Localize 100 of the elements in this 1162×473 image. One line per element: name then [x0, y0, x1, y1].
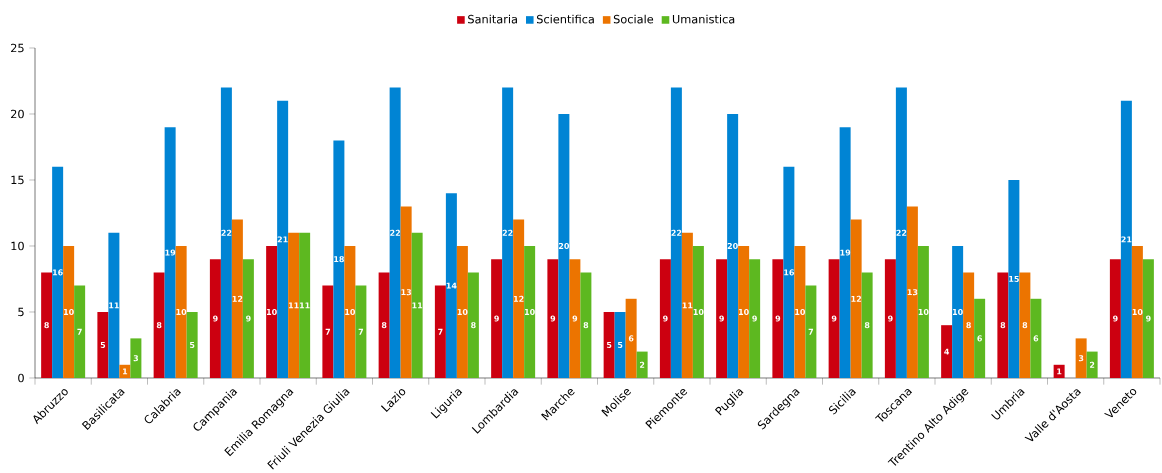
- data-label: 9: [719, 315, 724, 322]
- bar: [1120, 100, 1132, 378]
- data-label: 18: [334, 256, 344, 263]
- bar: [97, 311, 109, 378]
- bar: [1053, 364, 1065, 378]
- data-label: 7: [808, 328, 814, 335]
- bar: [52, 166, 64, 378]
- data-label: 1: [123, 368, 128, 375]
- data-label: 22: [896, 229, 907, 236]
- bar: [130, 338, 142, 378]
- data-label: 8: [471, 322, 476, 329]
- data-label: 2: [1089, 361, 1095, 368]
- data-label: 8: [381, 322, 387, 329]
- bar: [164, 127, 176, 378]
- bar: [400, 206, 412, 378]
- data-label: 9: [550, 315, 556, 322]
- bar: [1075, 338, 1087, 378]
- bar: [772, 259, 784, 378]
- bar: [614, 311, 626, 378]
- bar: [1142, 259, 1154, 378]
- bar: [895, 87, 907, 378]
- bar: [63, 245, 75, 378]
- bar: [974, 298, 986, 378]
- bar: [861, 272, 873, 378]
- bar: [828, 259, 840, 378]
- bar: [378, 272, 390, 378]
- data-label: 7: [358, 328, 364, 335]
- data-label: 10: [952, 308, 963, 315]
- data-label: 6: [628, 335, 634, 342]
- bar: [963, 272, 975, 378]
- data-label: 9: [246, 315, 251, 322]
- bar: [186, 311, 198, 378]
- data-label: 12: [232, 295, 243, 302]
- data-label: 7: [325, 328, 331, 335]
- bar: [805, 285, 817, 378]
- data-label: 13: [907, 289, 918, 296]
- data-label: 10: [1132, 308, 1143, 315]
- bar: [333, 140, 345, 378]
- bar: [850, 219, 862, 378]
- legend-label: Umanistica: [672, 14, 735, 24]
- data-label: 5: [617, 342, 623, 348]
- bar: [513, 219, 525, 378]
- bar: [625, 298, 637, 378]
- bar: [783, 166, 795, 378]
- bar: [681, 232, 693, 378]
- data-label: 10: [63, 308, 74, 315]
- data-label: 9: [1146, 315, 1151, 322]
- bar: [355, 285, 367, 378]
- bar: [727, 113, 739, 378]
- y-tick-label: 20: [11, 109, 24, 119]
- y-tick-label: 15: [11, 175, 24, 185]
- bar: [1086, 351, 1098, 378]
- data-label: 22: [502, 229, 513, 236]
- bar: [917, 245, 929, 378]
- data-label: 8: [1022, 322, 1028, 329]
- bar: [1131, 245, 1143, 378]
- data-label: 10: [693, 308, 704, 315]
- bar: [445, 193, 457, 378]
- y-tick-label: 0: [18, 373, 24, 383]
- bar: [1030, 298, 1042, 378]
- data-label: 10: [457, 308, 468, 315]
- bar: [839, 127, 851, 378]
- y-tick-label: 10: [11, 241, 24, 251]
- bar: [153, 272, 165, 378]
- data-label: 16: [784, 269, 795, 276]
- bar: [524, 245, 536, 378]
- data-label: 10: [795, 308, 806, 315]
- data-label: 10: [345, 308, 356, 315]
- bar: [670, 87, 682, 378]
- data-label: 12: [513, 295, 524, 302]
- bar: [749, 259, 761, 378]
- bar: [547, 259, 559, 378]
- bar: [997, 272, 1009, 378]
- bar: [242, 259, 254, 378]
- data-label: 5: [606, 342, 612, 348]
- data-label: 5: [189, 342, 195, 348]
- data-label: 21: [277, 236, 288, 243]
- bar: [209, 259, 221, 378]
- bar: [456, 245, 468, 378]
- legend-label: Scientifica: [536, 14, 594, 24]
- data-label: 22: [390, 229, 401, 236]
- data-label: 14: [446, 282, 457, 289]
- data-label: 22: [671, 229, 682, 236]
- data-label: 16: [52, 269, 63, 276]
- data-label: 20: [558, 242, 570, 250]
- data-label: 11: [412, 302, 423, 309]
- data-label: 2: [639, 361, 645, 368]
- bar: [344, 245, 356, 378]
- bar: [1109, 259, 1121, 378]
- bar: [266, 245, 278, 378]
- data-label: 9: [888, 315, 893, 322]
- bar: [692, 245, 704, 378]
- data-label: 8: [156, 322, 162, 329]
- bar: [288, 232, 300, 378]
- data-label: 5: [100, 342, 106, 348]
- data-label: 9: [831, 315, 837, 322]
- bar: [411, 232, 423, 378]
- data-label: 9: [213, 315, 218, 322]
- bar: [277, 100, 289, 378]
- bar: [580, 272, 592, 378]
